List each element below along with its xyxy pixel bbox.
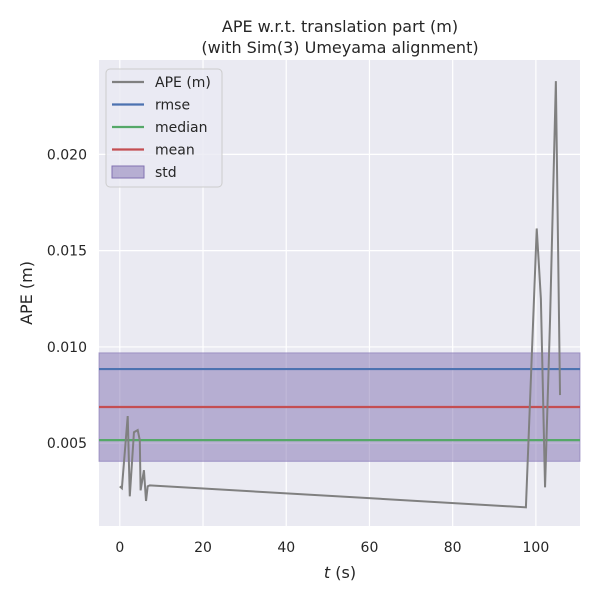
- y-tick-label: 0.010: [47, 340, 87, 356]
- legend-label: rmse: [155, 98, 190, 114]
- y-tick-label: 0.015: [47, 244, 87, 260]
- legend-box: [105, 68, 223, 188]
- chart-title-line2: (with Sim(3) Umeyama alignment): [201, 38, 478, 57]
- ape-series-line: [119, 81, 562, 509]
- legend: APE (m) rmse median mean std: [105, 68, 223, 188]
- legend-label: APE (m): [155, 75, 211, 91]
- x-tick-label: 0: [115, 540, 124, 556]
- x-tick-label: 20: [194, 540, 212, 556]
- x-tick-label: 60: [361, 540, 379, 556]
- legend-label: mean: [155, 143, 195, 159]
- y-axis-label: APE (m): [17, 261, 36, 325]
- chart-title-line1: APE w.r.t. translation part (m): [222, 17, 458, 36]
- y-tick-label: 0.005: [47, 436, 87, 452]
- x-tick-label: 40: [277, 540, 295, 556]
- legend-label: std: [155, 165, 177, 181]
- legend-label: median: [155, 120, 207, 136]
- x-tick-label: 80: [444, 540, 462, 556]
- y-tick-label: 0.020: [47, 147, 87, 163]
- x-tick-label: 100: [523, 540, 550, 556]
- x-axis-label: t (s): [324, 563, 356, 582]
- legend-swatch-std: [111, 165, 145, 179]
